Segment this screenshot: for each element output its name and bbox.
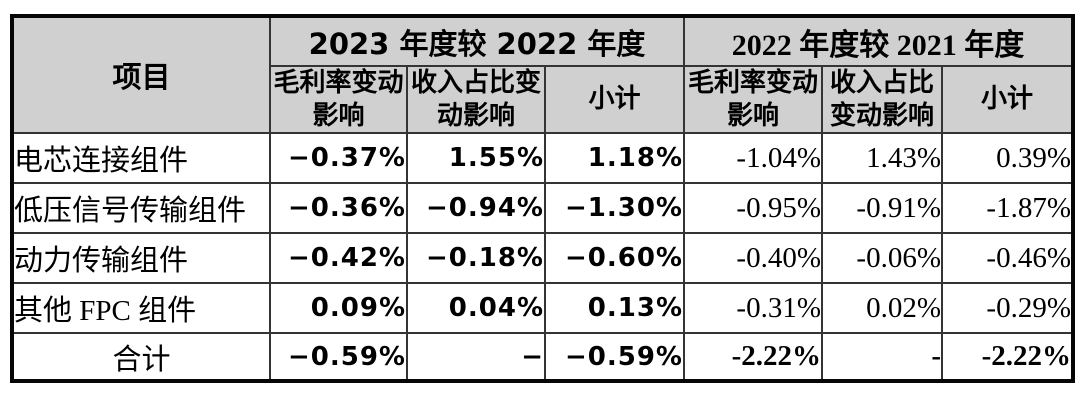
total-value-cell: - bbox=[821, 332, 943, 382]
subheader-gross-margin-impact-2023: 毛利率变动影响 bbox=[269, 65, 408, 134]
total-row: 合计 −0.59% − −0.59% -2.22% - -2.22% bbox=[11, 332, 1074, 382]
subheader-subtotal-2023: 小计 bbox=[544, 65, 685, 134]
column-header-item: 项目 bbox=[11, 15, 271, 134]
value-cell: -0.95% bbox=[683, 182, 823, 234]
value-cell: 0.09% bbox=[269, 282, 408, 334]
value-cell: -0.06% bbox=[821, 232, 943, 284]
row-label: 其他 FPC 组件 bbox=[11, 282, 271, 334]
value-cell: 1.55% bbox=[406, 132, 546, 184]
total-row-label: 合计 bbox=[11, 332, 271, 382]
value-cell: -0.40% bbox=[683, 232, 823, 284]
value-cell: -0.91% bbox=[821, 182, 943, 234]
value-cell: −0.18% bbox=[406, 232, 546, 284]
value-cell: −1.30% bbox=[544, 182, 685, 234]
value-cell: 1.43% bbox=[821, 132, 943, 184]
total-value-cell: − bbox=[406, 332, 546, 382]
value-cell: -0.31% bbox=[683, 282, 823, 334]
value-cell: −0.36% bbox=[269, 182, 408, 234]
row-label: 动力传输组件 bbox=[11, 232, 271, 284]
header-row-groups: 项目 2023 年度较 2022 年度 2022 年度较 2021 年度 bbox=[11, 15, 1074, 134]
value-cell: -1.04% bbox=[683, 132, 823, 184]
value-cell: −0.60% bbox=[544, 232, 685, 284]
total-value-cell: −0.59% bbox=[269, 332, 408, 382]
subheader-revenue-share-impact-2022: 收入占比变动影响 bbox=[821, 65, 943, 134]
subheader-subtotal-2022: 小计 bbox=[941, 65, 1074, 134]
group-header-2023-vs-2022: 2023 年度较 2022 年度 bbox=[269, 15, 685, 67]
table-row-other-fpc: 其他 FPC 组件 0.09% 0.04% 0.13% -0.31% 0.02%… bbox=[11, 282, 1074, 334]
subheader-revenue-share-impact-2023: 收入占比变动影响 bbox=[406, 65, 546, 134]
row-label: 电芯连接组件 bbox=[11, 132, 271, 184]
value-cell: 0.04% bbox=[406, 282, 546, 334]
group-header-2022-vs-2021: 2022 年度较 2021 年度 bbox=[683, 15, 1074, 67]
value-cell: -0.29% bbox=[941, 282, 1074, 334]
value-cell: −0.94% bbox=[406, 182, 546, 234]
total-value-cell: −0.59% bbox=[544, 332, 685, 382]
value-cell: 0.13% bbox=[544, 282, 685, 334]
total-value-cell: -2.22% bbox=[683, 332, 823, 382]
header-row-subcolumns: 毛利率变动影响 收入占比变动影响 小计 毛利率变动影响 收入占比变动影响 小计 bbox=[12, 65, 1074, 134]
row-label: 低压信号传输组件 bbox=[11, 182, 271, 234]
value-cell: -0.46% bbox=[941, 232, 1074, 284]
value-cell: 0.39% bbox=[941, 132, 1074, 184]
subheader-gross-margin-impact-2022: 毛利率变动影响 bbox=[683, 65, 823, 134]
value-cell: −0.42% bbox=[269, 232, 408, 284]
value-cell: -1.87% bbox=[941, 182, 1074, 234]
total-value-cell: -2.22% bbox=[941, 332, 1074, 382]
table-row-power-transmission: 动力传输组件 −0.42% −0.18% −0.60% -0.40% -0.06… bbox=[11, 232, 1074, 284]
table-row-low-voltage-signal: 低压信号传输组件 −0.36% −0.94% −1.30% -0.95% -0.… bbox=[11, 182, 1074, 234]
table-row-cell-connection: 电芯连接组件 −0.37% 1.55% 1.18% -1.04% 1.43% 0… bbox=[11, 132, 1074, 184]
value-cell: 0.02% bbox=[821, 282, 943, 334]
value-cell: −0.37% bbox=[269, 132, 408, 184]
value-cell: 1.18% bbox=[544, 132, 685, 184]
gross-margin-change-table: 项目 2023 年度较 2022 年度 2022 年度较 2021 年度 毛利率… bbox=[10, 14, 1075, 383]
